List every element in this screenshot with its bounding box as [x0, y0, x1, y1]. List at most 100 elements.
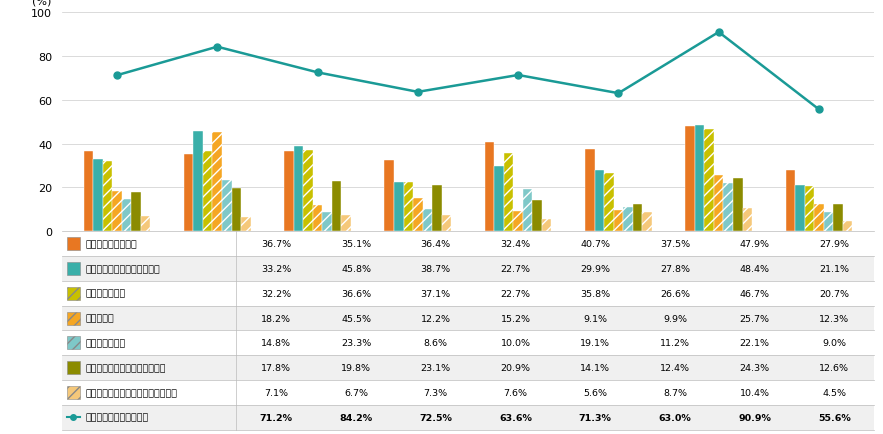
Bar	[140, 216, 150, 232]
Bar	[67, 287, 79, 300]
Bar	[62, 306, 874, 331]
Text: 14.1%: 14.1%	[580, 363, 610, 372]
Bar	[594, 171, 604, 232]
Text: 経営企画・組織改革: 経営企画・組織改革	[86, 240, 137, 249]
Text: 84.2%: 84.2%	[339, 413, 373, 422]
Bar	[62, 232, 874, 256]
Text: 55.6%: 55.6%	[818, 413, 850, 422]
Bar	[824, 212, 834, 232]
Bar	[394, 182, 404, 232]
Bar	[423, 210, 432, 232]
Text: 12.4%: 12.4%	[660, 363, 690, 372]
Text: 11.2%: 11.2%	[660, 339, 690, 348]
Text: 物流・在庫管理: 物流・在庫管理	[86, 339, 125, 348]
Text: 23.3%: 23.3%	[341, 339, 371, 348]
Text: 35.8%: 35.8%	[580, 289, 610, 298]
Bar	[102, 161, 112, 232]
Bar	[84, 151, 93, 232]
Bar	[585, 150, 594, 232]
Text: 10.4%: 10.4%	[740, 388, 770, 397]
Text: 27.8%: 27.8%	[660, 264, 690, 273]
Text: 7.1%: 7.1%	[264, 388, 289, 397]
Text: 9.1%: 9.1%	[583, 314, 608, 323]
Text: 24.3%: 24.3%	[740, 363, 770, 372]
Bar	[834, 204, 843, 232]
Text: 8.6%: 8.6%	[424, 339, 448, 348]
Bar	[786, 171, 796, 232]
Text: 20.7%: 20.7%	[819, 289, 849, 298]
Text: 25.7%: 25.7%	[740, 314, 770, 323]
Text: 37.5%: 37.5%	[660, 240, 690, 249]
Bar	[614, 210, 623, 232]
Bar	[193, 132, 203, 232]
Text: 7.6%: 7.6%	[503, 388, 527, 397]
Text: 8.7%: 8.7%	[663, 388, 687, 397]
Bar	[67, 238, 79, 250]
Bar	[804, 187, 814, 232]
Bar	[284, 152, 294, 232]
Bar	[62, 331, 874, 355]
Text: 63.0%: 63.0%	[659, 413, 691, 422]
Text: 47.9%: 47.9%	[740, 240, 770, 249]
Text: 33.2%: 33.2%	[261, 264, 291, 273]
Bar	[714, 175, 723, 232]
Text: 37.1%: 37.1%	[420, 289, 451, 298]
Bar	[485, 143, 494, 232]
Text: 36.7%: 36.7%	[261, 240, 291, 249]
Text: 40.7%: 40.7%	[580, 240, 610, 249]
Y-axis label: (%): (%)	[32, 0, 51, 7]
Bar	[303, 151, 313, 232]
Bar	[241, 217, 251, 232]
Bar	[122, 199, 132, 232]
Text: 生産・製造: 生産・製造	[86, 314, 114, 323]
Text: 17.8%: 17.8%	[261, 363, 291, 372]
Text: 12.6%: 12.6%	[819, 363, 849, 372]
Bar	[843, 222, 852, 232]
Bar	[523, 190, 532, 232]
Text: 20.9%: 20.9%	[501, 363, 531, 372]
Text: 36.4%: 36.4%	[420, 240, 451, 249]
Bar	[67, 263, 79, 275]
Text: 72.5%: 72.5%	[419, 413, 452, 422]
Text: 22.7%: 22.7%	[501, 264, 531, 273]
Bar	[384, 161, 394, 232]
Bar	[203, 152, 213, 232]
Text: 19.8%: 19.8%	[341, 363, 371, 372]
Bar	[67, 386, 79, 399]
Bar	[705, 130, 714, 232]
Bar	[294, 147, 303, 232]
Bar	[62, 281, 874, 306]
Text: 4.5%: 4.5%	[822, 388, 846, 397]
Bar	[62, 405, 874, 430]
Text: いずれかを利用している: いずれかを利用している	[86, 413, 148, 422]
Text: 26.6%: 26.6%	[660, 289, 690, 298]
Bar	[814, 205, 824, 232]
Text: 32.2%: 32.2%	[261, 289, 291, 298]
Bar	[733, 179, 743, 232]
Bar	[623, 207, 633, 232]
Bar	[213, 132, 222, 232]
Bar	[342, 216, 351, 232]
Text: 32.4%: 32.4%	[501, 240, 531, 249]
Bar	[604, 174, 614, 232]
Bar	[62, 380, 874, 405]
Text: 71.2%: 71.2%	[260, 413, 293, 422]
Bar	[222, 181, 231, 232]
Bar	[723, 184, 733, 232]
Text: 22.1%: 22.1%	[740, 339, 770, 348]
Bar	[62, 355, 874, 380]
Bar	[184, 155, 193, 232]
Bar	[67, 337, 79, 349]
Bar	[494, 166, 504, 232]
Bar	[112, 192, 122, 232]
Text: その他（基礎研究、リスク管理等）: その他（基礎研究、リスク管理等）	[86, 388, 177, 397]
Text: 14.8%: 14.8%	[261, 339, 291, 348]
Bar	[132, 193, 140, 232]
Bar	[504, 154, 513, 232]
Text: 23.1%: 23.1%	[420, 363, 451, 372]
Bar	[62, 256, 874, 281]
Bar	[404, 182, 413, 232]
Text: 保守・メンテナンス・サポート: 保守・メンテナンス・サポート	[86, 363, 166, 372]
Bar	[332, 181, 342, 232]
Text: 35.1%: 35.1%	[341, 240, 371, 249]
